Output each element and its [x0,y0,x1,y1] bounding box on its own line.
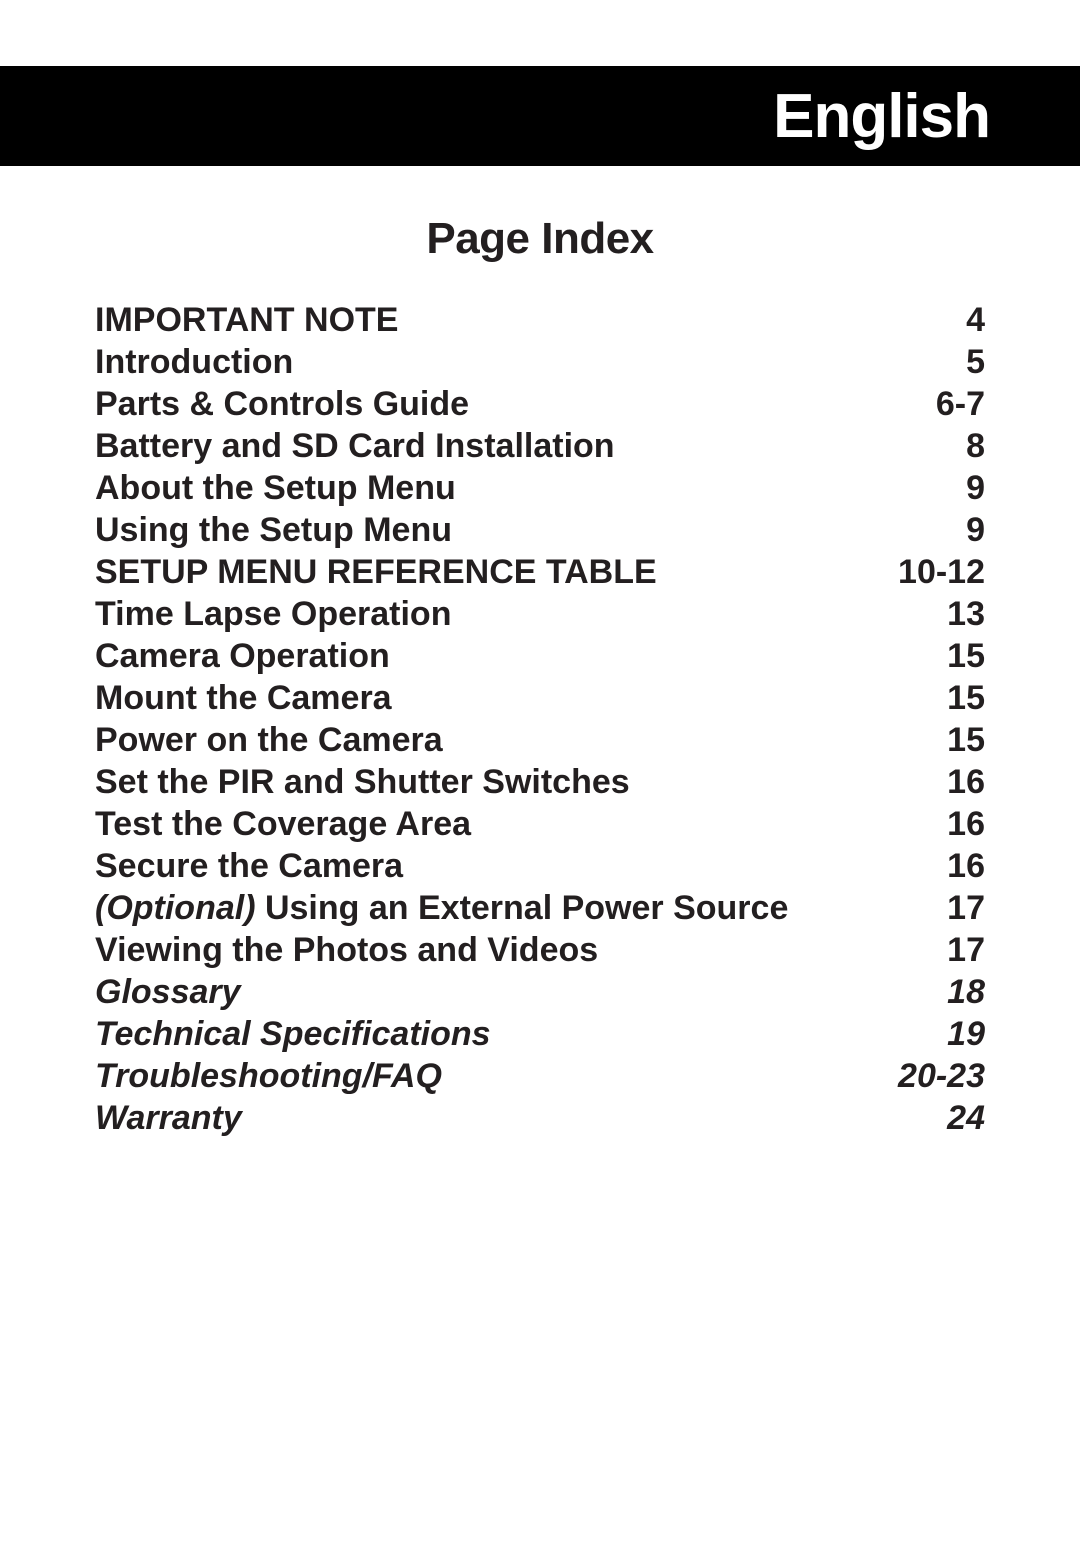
toc-label: Introduction [95,342,293,384]
toc-row: Introduction 5 [95,342,985,384]
toc-label: Using the Setup Menu [95,510,452,552]
toc-label: Test the Coverage Area [95,804,471,846]
toc-label-text: Power on the Camera [95,721,443,759]
toc-label-text: Parts & Controls Guide [95,385,469,423]
toc-label: Viewing the Photos and Videos [95,930,598,972]
toc-label: Battery and SD Card Installation [95,426,615,468]
toc-label-text: SETUP MENU REFERENCE TABLE [95,553,657,591]
toc-row: Power on the Camera 15 [95,720,985,762]
toc-row: Glossary 18 [95,972,985,1014]
toc-label: IMPORTANT NOTE [95,300,398,342]
toc-label: Glossary [95,972,241,1014]
toc-row: (Optional) Using an External Power Sourc… [95,888,985,930]
toc-row: Battery and SD Card Installation 8 [95,426,985,468]
toc-page: 5 [966,342,985,384]
toc-row: Set the PIR and Shutter Switches 16 [95,762,985,804]
toc-row: Secure the Camera 16 [95,846,985,888]
toc-label-text: Battery and SD Card Installation [95,427,615,465]
toc-label: Warranty [95,1098,242,1140]
toc-page: 13 [947,594,985,636]
toc-page: 9 [966,510,985,552]
toc-page: 19 [947,1014,985,1056]
toc-row: Warranty 24 [95,1098,985,1140]
toc-page: 17 [947,888,985,930]
toc-label-text: Using an External Power Source [265,889,788,927]
toc-label-text: Mount the Camera [95,679,392,717]
toc-row: SETUP MENU REFERENCE TABLE 10-12 [95,552,985,594]
toc-row: Technical Specifications 19 [95,1014,985,1056]
header-bar: English [0,66,1080,166]
toc-label: (Optional) Using an External Power Sourc… [95,888,788,930]
toc-label-text: Time Lapse Operation [95,595,451,633]
toc-page: 4 [966,300,985,342]
table-of-contents: IMPORTANT NOTE4Introduction5Parts & Cont… [95,300,985,1140]
toc-label: Set the PIR and Shutter Switches [95,762,630,804]
toc-page: 24 [947,1098,985,1140]
page: English Page Index IMPORTANT NOTE4Introd… [0,66,1080,1547]
toc-label-text: Secure the Camera [95,847,403,885]
toc-label-text: Technical Specifications [95,1015,491,1053]
toc-row: Parts & Controls Guide 6-7 [95,384,985,426]
toc-label: Power on the Camera [95,720,443,762]
toc-label: Time Lapse Operation [95,594,451,636]
toc-row: About the Setup Menu 9 [95,468,985,510]
toc-label: Mount the Camera [95,678,392,720]
toc-page: 16 [947,762,985,804]
toc-page: 15 [947,678,985,720]
toc-label-text: Troubleshooting/FAQ [95,1057,442,1095]
toc-page: 15 [947,720,985,762]
toc-label-text: Set the PIR and Shutter Switches [95,763,630,801]
toc-page: 6-7 [936,384,985,426]
toc-row: Viewing the Photos and Videos 17 [95,930,985,972]
toc-label-text: Viewing the Photos and Videos [95,931,598,969]
toc-label: Camera Operation [95,636,390,678]
toc-label: SETUP MENU REFERENCE TABLE [95,552,657,594]
header-language: English [773,81,990,152]
toc-page: 10-12 [898,552,985,594]
toc-page: 8 [966,426,985,468]
toc-page: 15 [947,636,985,678]
toc-page: 16 [947,846,985,888]
toc-label-text: Camera Operation [95,637,390,675]
toc-page: 20-23 [898,1056,985,1098]
toc-label: Secure the Camera [95,846,403,888]
toc-label-text: Test the Coverage Area [95,805,471,843]
toc-label-text: Glossary [95,973,241,1011]
toc-row: Test the Coverage Area 16 [95,804,985,846]
toc-label-text: Introduction [95,343,293,381]
toc-row: Camera Operation 15 [95,636,985,678]
toc-label: Parts & Controls Guide [95,384,469,426]
toc-row: IMPORTANT NOTE 4 [95,300,985,342]
toc-label-text: Using the Setup Menu [95,511,452,549]
toc-row: Mount the Camera 15 [95,678,985,720]
page-title: Page Index [0,214,1080,264]
toc-label: Troubleshooting/FAQ [95,1056,442,1098]
toc-page: 18 [947,972,985,1014]
toc-page: 9 [966,468,985,510]
toc-label-prefix: (Optional) [95,889,265,927]
toc-page: 17 [947,930,985,972]
toc-row: Using the Setup Menu 9 [95,510,985,552]
toc-label-text: Warranty [95,1099,242,1137]
toc-page: 16 [947,804,985,846]
toc-label: Technical Specifications [95,1014,491,1056]
toc-label-text: IMPORTANT NOTE [95,301,398,339]
toc-row: Troubleshooting/FAQ 20-23 [95,1056,985,1098]
toc-label: About the Setup Menu [95,468,456,510]
toc-label-text: About the Setup Menu [95,469,456,507]
toc-row: Time Lapse Operation 13 [95,594,985,636]
